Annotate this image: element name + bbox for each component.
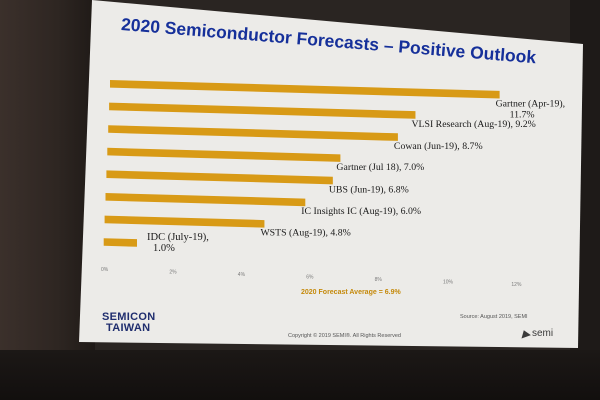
- bar-5: [105, 193, 306, 207]
- background-wall-left: [0, 0, 95, 400]
- semi-logo-icon: [519, 328, 531, 339]
- bar-label-3: Gartner (Jul 18), 7.0%: [336, 162, 424, 173]
- bar-label-4: UBS (Jun-19), 6.8%: [329, 184, 409, 195]
- bar-label-5: IC Insights IC (Aug-19), 6.0%: [301, 206, 421, 217]
- bar-label-1: VLSI Research (Aug-19), 9.2%: [411, 119, 535, 130]
- bar-3: [107, 147, 341, 162]
- bar-1: [109, 102, 416, 119]
- bar-6: [104, 215, 265, 228]
- bar-label-2: Cowan (Jun-19), 8.7%: [394, 141, 483, 152]
- logo-line-semicon: SEMICON: [102, 311, 156, 323]
- background-floor: [0, 350, 600, 400]
- bar-label-0: Gartner (Apr-19),: [496, 99, 565, 110]
- bar-2: [108, 125, 398, 141]
- x-tick-label-3: 6%: [306, 275, 314, 281]
- bar-0: [110, 80, 500, 99]
- semicon-taiwan-logo: SEMICON TAIWAN: [102, 312, 155, 334]
- semi-logo: semi: [519, 328, 554, 339]
- x-tick-label-6: 12%: [511, 282, 522, 288]
- x-tick-label-4: 8%: [375, 277, 383, 283]
- bar-4: [106, 170, 333, 185]
- forecast-average-note: 2020 Forecast Average = 6.9%: [301, 289, 401, 296]
- bar-value-label-0: 11.7%: [510, 110, 535, 121]
- bar-label-6: WSTS (Aug-19), 4.8%: [260, 228, 350, 239]
- x-tick-label-5: 10%: [443, 280, 454, 286]
- bar-label-7: IDC (July-19),: [147, 232, 209, 243]
- source-note: Source: August 2019, SEMI: [460, 314, 528, 320]
- semi-logo-text: semi: [532, 328, 554, 339]
- x-tick-label-0: 0%: [101, 267, 109, 273]
- copyright-note: Copyright © 2019 SEMI®. All Rights Reser…: [288, 333, 401, 339]
- x-tick-label-2: 4%: [238, 272, 246, 278]
- logo-line-taiwan: TAIWAN: [106, 322, 151, 334]
- x-tick-label-1: 2%: [169, 270, 177, 276]
- bar-7: [103, 238, 137, 247]
- bar-value-label-7: 1.0%: [153, 243, 175, 254]
